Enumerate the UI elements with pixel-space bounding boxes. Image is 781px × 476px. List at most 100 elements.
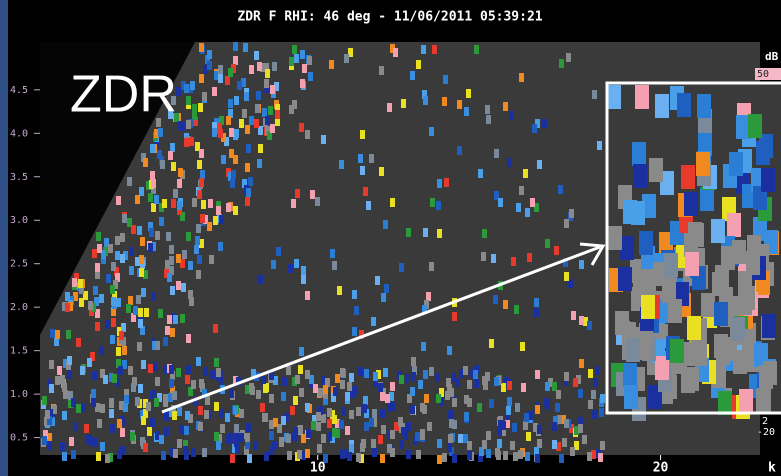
echo-pixel bbox=[139, 187, 144, 196]
echo-pixel bbox=[154, 129, 159, 138]
echo-pixel bbox=[439, 388, 444, 397]
echo-pixel bbox=[562, 438, 567, 447]
echo-pixel bbox=[424, 300, 429, 309]
echo-pixel bbox=[90, 352, 95, 361]
echo-pixel bbox=[291, 199, 296, 208]
echo-pixel bbox=[451, 373, 456, 382]
echo-pixel bbox=[214, 432, 219, 441]
echo-pixel bbox=[246, 423, 251, 432]
echo-pixel bbox=[96, 232, 101, 241]
echo-pixel bbox=[188, 387, 193, 396]
echo-pixel bbox=[135, 257, 140, 266]
echo-pixel bbox=[545, 382, 550, 391]
echo-pixel bbox=[165, 326, 170, 335]
echo-pixel bbox=[233, 406, 238, 415]
echo-pixel bbox=[55, 330, 60, 339]
echo-pixel bbox=[150, 144, 155, 153]
echo-pixel bbox=[164, 412, 169, 421]
echo-pixel bbox=[506, 406, 511, 415]
echo-pixel bbox=[264, 63, 269, 72]
echo-pixel bbox=[245, 163, 250, 172]
echo-pixel bbox=[188, 414, 193, 423]
echo-pixel bbox=[269, 394, 274, 403]
y-tick-label: 0.5 bbox=[10, 433, 28, 444]
echo-pixel bbox=[416, 450, 421, 459]
echo-pixel bbox=[317, 444, 322, 453]
echo-pixel bbox=[552, 422, 557, 431]
echo-pixel bbox=[242, 109, 247, 118]
echo-pixel bbox=[548, 378, 553, 387]
echo-pixel bbox=[579, 359, 584, 368]
echo-pixel bbox=[452, 420, 457, 429]
echo-pixel bbox=[459, 369, 464, 378]
echo-pixel bbox=[559, 454, 564, 463]
echo-pixel bbox=[349, 410, 354, 419]
echo-pixel bbox=[55, 376, 60, 385]
echo-pixel bbox=[164, 427, 169, 436]
inset-pixel bbox=[615, 311, 629, 335]
echo-pixel bbox=[69, 437, 74, 446]
echo-pixel bbox=[593, 378, 598, 387]
echo-pixel bbox=[123, 403, 128, 412]
echo-pixel bbox=[66, 361, 71, 370]
echo-pixel bbox=[267, 131, 272, 140]
echo-pixel bbox=[47, 441, 52, 450]
echo-pixel bbox=[232, 444, 237, 453]
echo-pixel bbox=[519, 73, 524, 82]
echo-pixel bbox=[51, 410, 56, 419]
echo-pixel bbox=[115, 378, 120, 387]
echo-pixel bbox=[188, 290, 193, 299]
echo-pixel bbox=[345, 426, 350, 435]
echo-pixel bbox=[42, 436, 47, 445]
echo-pixel bbox=[264, 84, 269, 93]
echo-pixel bbox=[139, 268, 144, 277]
echo-pixel bbox=[307, 56, 312, 65]
echo-pixel bbox=[115, 273, 120, 282]
echo-pixel bbox=[127, 218, 132, 227]
echo-pixel bbox=[146, 181, 151, 190]
echo-pixel bbox=[473, 370, 478, 379]
echo-pixel bbox=[163, 337, 168, 346]
echo-pixel bbox=[332, 415, 337, 424]
echo-pixel bbox=[110, 424, 115, 433]
echo-pixel bbox=[119, 401, 124, 410]
echo-pixel bbox=[570, 447, 575, 456]
echo-pixel bbox=[587, 321, 592, 330]
echo-pixel bbox=[412, 366, 417, 375]
echo-pixel bbox=[564, 219, 569, 228]
echo-pixel bbox=[356, 407, 361, 416]
echo-pixel bbox=[177, 201, 182, 210]
echo-pixel bbox=[537, 439, 542, 448]
echo-pixel bbox=[100, 442, 105, 451]
echo-pixel bbox=[169, 266, 174, 275]
echo-pixel bbox=[189, 137, 194, 146]
echo-pixel bbox=[209, 255, 214, 264]
echo-pixel bbox=[399, 440, 404, 449]
echo-pixel bbox=[176, 281, 181, 290]
echo-pixel bbox=[111, 297, 116, 306]
echo-pixel bbox=[359, 454, 364, 463]
echo-pixel bbox=[203, 215, 208, 224]
echo-pixel bbox=[108, 453, 113, 462]
echo-pixel bbox=[180, 314, 185, 323]
echo-pixel bbox=[81, 403, 86, 412]
echo-pixel bbox=[437, 439, 442, 448]
echo-pixel bbox=[534, 447, 539, 456]
echo-pixel bbox=[113, 280, 118, 289]
echo-pixel bbox=[497, 427, 502, 436]
inset-pixel bbox=[632, 142, 646, 166]
inset-pixel bbox=[668, 299, 682, 323]
echo-pixel bbox=[437, 179, 442, 188]
echo-pixel bbox=[340, 380, 345, 389]
echo-pixel bbox=[525, 452, 530, 461]
echo-pixel bbox=[379, 167, 384, 176]
echo-pixel bbox=[512, 423, 517, 432]
echo-pixel bbox=[380, 454, 385, 463]
echo-pixel bbox=[318, 388, 323, 397]
echo-pixel bbox=[100, 404, 105, 413]
inset-pixel bbox=[732, 240, 746, 264]
echo-pixel bbox=[79, 285, 84, 294]
echo-pixel bbox=[133, 306, 138, 315]
echo-pixel bbox=[321, 376, 326, 385]
echo-pixel bbox=[159, 217, 164, 226]
